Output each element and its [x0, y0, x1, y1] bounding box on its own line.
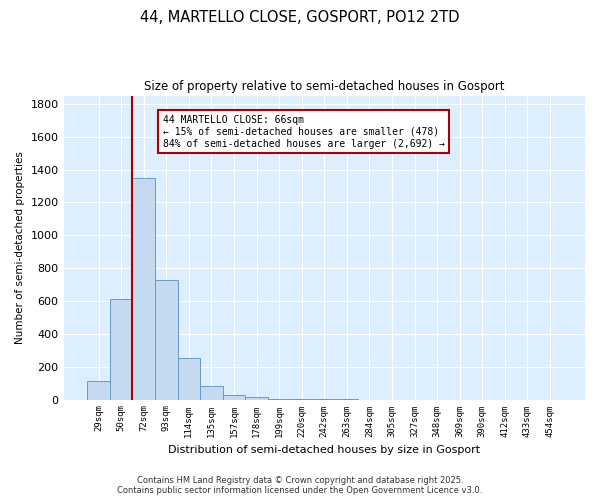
Title: Size of property relative to semi-detached houses in Gosport: Size of property relative to semi-detach…	[144, 80, 505, 93]
Text: 44, MARTELLO CLOSE, GOSPORT, PO12 2TD: 44, MARTELLO CLOSE, GOSPORT, PO12 2TD	[140, 10, 460, 25]
Text: Contains HM Land Registry data © Crown copyright and database right 2025.
Contai: Contains HM Land Registry data © Crown c…	[118, 476, 482, 495]
Bar	[268, 398, 290, 400]
Bar	[110, 300, 133, 400]
Bar	[155, 280, 178, 400]
Bar	[178, 358, 200, 400]
Bar	[223, 394, 245, 400]
Bar	[133, 178, 155, 400]
Bar	[245, 397, 268, 400]
Text: 44 MARTELLO CLOSE: 66sqm
← 15% of semi-detached houses are smaller (478)
84% of : 44 MARTELLO CLOSE: 66sqm ← 15% of semi-d…	[163, 116, 445, 148]
Bar	[87, 382, 110, 400]
Bar	[200, 386, 223, 400]
Y-axis label: Number of semi-detached properties: Number of semi-detached properties	[15, 151, 25, 344]
X-axis label: Distribution of semi-detached houses by size in Gosport: Distribution of semi-detached houses by …	[168, 445, 481, 455]
